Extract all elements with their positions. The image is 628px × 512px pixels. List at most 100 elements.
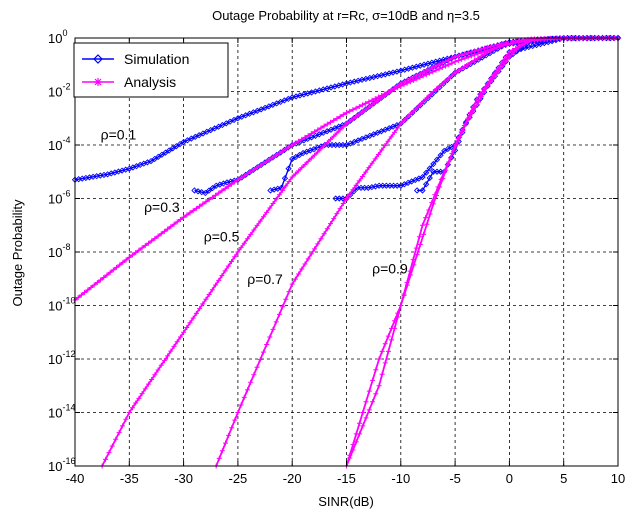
- analysis-marker: [449, 60, 455, 66]
- analysis-marker: [369, 97, 375, 103]
- analysis-marker: [165, 226, 171, 232]
- analysis-marker: [369, 160, 375, 166]
- simulation-marker: [162, 149, 169, 156]
- analysis-marker: [280, 187, 286, 193]
- analysis-marker: [370, 377, 376, 383]
- analysis-marker: [289, 174, 295, 180]
- analysis-marker: [328, 136, 334, 142]
- simulation-marker: [198, 189, 205, 196]
- analysis-marker: [421, 98, 427, 104]
- analysis-marker: [366, 104, 372, 110]
- legend-simulation-marker: [93, 54, 103, 64]
- simulation-marker: [419, 173, 426, 181]
- analysis-marker: [466, 115, 472, 121]
- chart-title: Outage Probability at r=Rc, σ=10dB and η…: [212, 8, 480, 23]
- simulation-marker: [158, 151, 166, 158]
- analysis-marker: [158, 231, 164, 237]
- analysis-marker: [337, 206, 343, 212]
- analysis-marker: [438, 176, 444, 182]
- analysis-marker: [318, 236, 324, 242]
- analysis-marker: [94, 279, 100, 285]
- analysis-marker: [435, 184, 441, 190]
- analysis-marker: [101, 274, 107, 280]
- analysis-marker: [302, 162, 308, 168]
- legend: Simulation Analysis: [73, 42, 229, 98]
- analysis-marker: [437, 83, 443, 89]
- analysis-marker: [388, 134, 394, 140]
- analysis-marker: [357, 431, 363, 437]
- analysis-marker: [401, 291, 407, 297]
- analysis-marker: [429, 199, 435, 205]
- analysis-marker: [350, 107, 356, 113]
- analysis-marker: [232, 254, 238, 260]
- simulation-marker: [419, 187, 426, 194]
- analysis-marker: [454, 141, 460, 147]
- analysis-marker: [379, 147, 385, 153]
- analysis-marker: [149, 238, 155, 244]
- analysis-marker: [391, 85, 397, 91]
- analysis-marker: [267, 156, 273, 162]
- y-tick-label: 10-4: [48, 135, 70, 153]
- analysis-marker: [344, 110, 349, 116]
- analysis-marker: [488, 48, 494, 54]
- analysis-marker: [468, 49, 474, 55]
- analysis-marker: [133, 250, 139, 256]
- analysis-marker: [337, 127, 343, 133]
- analysis-marker: [308, 155, 314, 161]
- analysis-marker: [289, 281, 295, 287]
- analysis-marker: [254, 364, 260, 370]
- analysis-marker: [235, 410, 241, 415]
- analysis-marker: [469, 110, 475, 116]
- y-tick-label: 10-10: [48, 296, 75, 314]
- analysis-marker: [395, 314, 401, 320]
- analysis-marker: [385, 333, 391, 339]
- analysis-marker: [363, 415, 369, 421]
- analysis-marker: [439, 64, 445, 70]
- analysis-marker: [416, 234, 422, 240]
- analysis-marker: [155, 367, 161, 373]
- analysis-marker: [510, 50, 516, 56]
- analysis-marker: [302, 134, 308, 140]
- simulation-marker: [191, 187, 198, 194]
- analysis-marker: [366, 99, 372, 105]
- analysis-marker: [177, 334, 183, 340]
- analysis-marker: [193, 205, 199, 211]
- analysis-marker: [443, 63, 449, 69]
- analysis-marker: [328, 221, 334, 227]
- analysis-marker: [497, 66, 503, 72]
- analysis-marker: [447, 155, 453, 161]
- analysis-marker: [488, 79, 494, 85]
- analysis-marker: [129, 252, 135, 258]
- analysis-marker: [468, 59, 474, 65]
- analysis-marker: [244, 387, 250, 393]
- analysis-marker: [296, 271, 302, 277]
- simulation-marker: [165, 147, 173, 154]
- analysis-marker: [197, 306, 203, 312]
- analysis-marker: [120, 423, 126, 429]
- analysis-marker: [219, 448, 225, 454]
- simulation-marker: [169, 145, 176, 152]
- analysis-marker: [168, 224, 174, 230]
- analysis-marker: [359, 173, 365, 179]
- analysis-marker: [283, 146, 289, 152]
- analysis-marker: [88, 284, 94, 290]
- analysis-marker: [222, 440, 228, 446]
- analysis-marker: [251, 372, 257, 378]
- analysis-marker: [363, 169, 369, 175]
- analysis-marker: [465, 54, 471, 60]
- analysis-marker: [213, 192, 219, 198]
- analysis-marker: [235, 249, 241, 255]
- analysis-marker: [129, 405, 135, 411]
- analysis-marker: [404, 280, 410, 286]
- analysis-marker: [116, 430, 122, 436]
- analysis-marker: [267, 205, 273, 211]
- y-axis-ticks: 100 10-2 10-4 10-6 10-8 10-10 10-12 10-14 10-16: [48, 28, 618, 474]
- analysis-marker: [452, 70, 458, 76]
- y-tick-label: 10-16: [48, 456, 75, 474]
- analysis-marker: [472, 48, 478, 54]
- analysis-marker: [280, 304, 286, 310]
- analysis-marker: [260, 160, 266, 166]
- analysis-marker: [376, 356, 382, 362]
- y-tick-label: 10-14: [48, 403, 75, 421]
- analysis-marker: [165, 353, 171, 359]
